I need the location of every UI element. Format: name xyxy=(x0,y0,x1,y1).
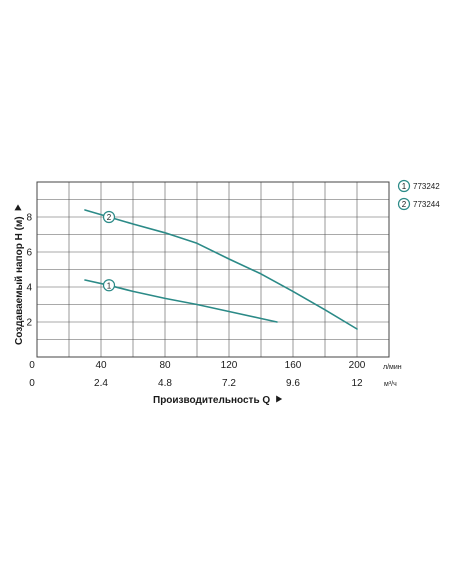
x2-tick-label: 4.8 xyxy=(158,378,172,389)
legend-marker-circle xyxy=(397,197,411,211)
y-tick-labels: 2 4 6 8 xyxy=(26,213,32,329)
x-tick-label: 0 xyxy=(29,360,35,371)
legend-item: 1 773242 xyxy=(397,179,440,193)
series-marker-1: 1 xyxy=(102,279,116,292)
legend-marker-label: 1 xyxy=(402,182,407,191)
chart-grid xyxy=(37,182,389,357)
x2-tick-label: 12 xyxy=(351,378,363,389)
x2-tick-labels: 0 2.4 4.8 7.2 9.6 12 xyxy=(29,378,363,389)
legend-series-name: 773244 xyxy=(413,200,440,209)
series-line-2 xyxy=(84,209,358,330)
series-markers: 12 xyxy=(102,210,116,292)
x-tick-labels: 0 40 80 120 160 200 xyxy=(29,360,366,371)
x-tick-label: 120 xyxy=(221,360,238,371)
y-tick-label: 6 xyxy=(26,248,32,259)
chart-legend: 1 773242 2 773244 xyxy=(397,179,440,211)
series-marker-circle xyxy=(102,279,116,292)
x2-tick-label: 0 xyxy=(29,378,35,389)
series-marker-label: 2 xyxy=(107,213,112,222)
series-marker-circle xyxy=(102,210,116,224)
legend-marker-label: 2 xyxy=(402,200,407,209)
legend-series-name: 773242 xyxy=(413,182,440,191)
x-tick-label: 200 xyxy=(349,360,366,371)
x2-tick-label: 9.6 xyxy=(286,378,300,389)
x-axis-arrow-icon xyxy=(276,395,283,403)
y-axis-arrow-icon xyxy=(14,204,22,211)
x-tick-label: 80 xyxy=(159,360,171,371)
y-tick-label: 4 xyxy=(26,283,32,294)
y-axis-title: Создаваемый напор Н (м) xyxy=(14,216,25,345)
legend-item: 2 773244 xyxy=(397,197,440,211)
x2-tick-label: 2.4 xyxy=(94,378,108,389)
plot-frame xyxy=(36,181,390,358)
series-marker-2: 2 xyxy=(102,210,116,224)
x2-axis-unit: м³/ч xyxy=(384,381,397,388)
x-axis-title: Производительность Q xyxy=(153,395,270,406)
x-tick-label: 40 xyxy=(95,360,107,371)
x2-tick-label: 7.2 xyxy=(222,378,236,389)
x-axis-unit: л/мин xyxy=(383,364,402,371)
y-tick-label: 2 xyxy=(26,318,32,329)
series-marker-label: 1 xyxy=(107,281,112,290)
y-tick-label: 8 xyxy=(26,213,32,224)
x-tick-label: 160 xyxy=(285,360,302,371)
legend-marker-circle xyxy=(397,179,411,193)
